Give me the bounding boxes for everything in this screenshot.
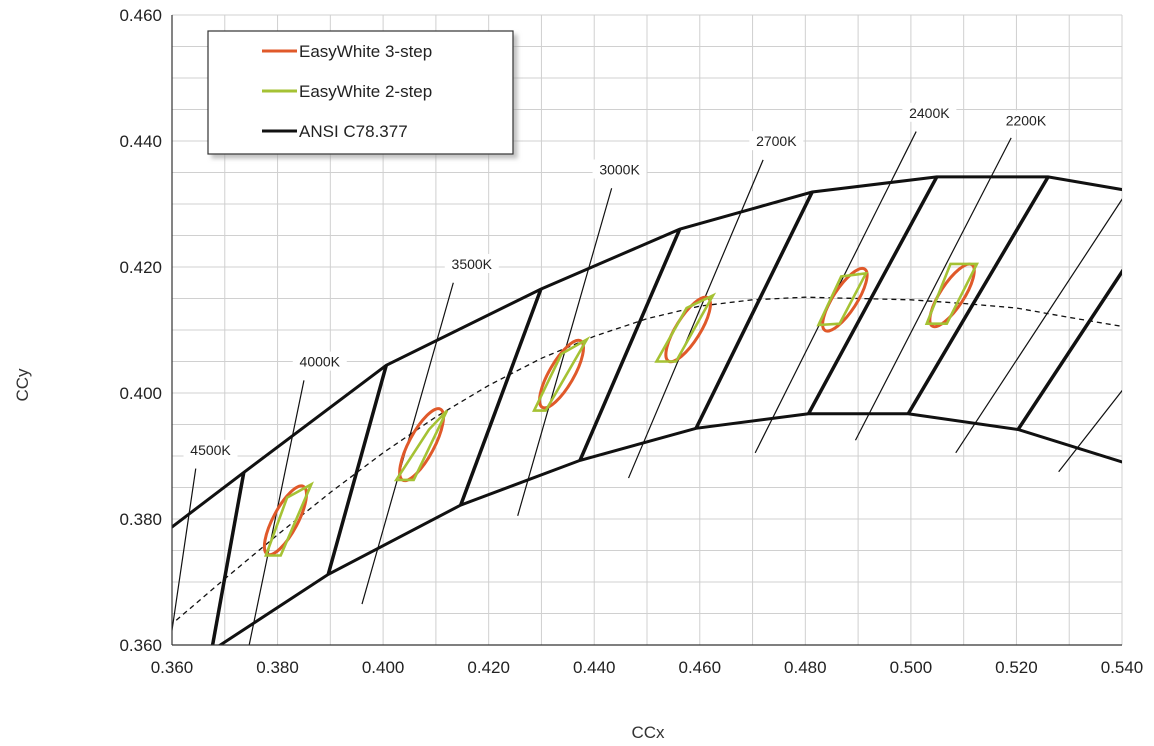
ansi-c78377-quadrangles	[172, 175, 1122, 645]
two-step-quadrangle	[264, 481, 314, 557]
ansi-quadrangle-edge	[806, 176, 939, 415]
x-tick-label: 0.520	[995, 658, 1038, 677]
isotherm-label: 2200K	[1006, 112, 1047, 128]
isotherm-label: 3500K	[452, 256, 493, 272]
ansi-quadrangle-edge	[578, 228, 682, 462]
isotherm-label-bg	[183, 439, 238, 459]
legend-item-2step: EasyWhite 2-step	[262, 82, 432, 101]
ansi-quadrangle-edge	[1016, 268, 1122, 431]
isotherm-labels: 4500K 4000K 3500K 3000K 2700K 2400K 2200K	[183, 102, 1053, 459]
isotherm-label: 3000K	[599, 162, 640, 178]
two-step-quadrangle	[654, 292, 717, 363]
isotherm-label-bg	[292, 351, 347, 371]
y-tick-label: 0.440	[119, 132, 162, 151]
y-axis-label: CCy	[13, 368, 32, 402]
x-tick-label: 0.360	[151, 658, 194, 677]
two-step-quadrangle	[924, 262, 980, 326]
planckian-locus	[172, 296, 1122, 625]
isotherm-lines	[172, 131, 1122, 645]
isotherm-line	[172, 468, 197, 635]
legend-label-3step: EasyWhite 3-step	[299, 42, 432, 61]
legend-item-3step: EasyWhite 3-step	[262, 42, 432, 61]
isotherm-line	[627, 159, 764, 479]
isotherm-label: 4500K	[190, 442, 231, 458]
ansi-quadrangle-edge	[459, 288, 543, 506]
x-tick-label: 0.440	[573, 658, 616, 677]
legend: EasyWhite 3-step EasyWhite 2-step ANSI C…	[207, 30, 514, 155]
y-tick-label: 0.400	[119, 384, 162, 403]
isotherm-label-bg	[998, 110, 1053, 130]
isotherm-label: 2700K	[756, 133, 797, 149]
ansi-quadrangle-edge	[326, 364, 388, 575]
x-tick-label: 0.460	[679, 658, 722, 677]
three-step-ellipse	[821, 266, 869, 333]
three-step-ellipse	[538, 338, 585, 410]
x-tick-label: 0.480	[784, 658, 827, 677]
three-step-ellipses	[262, 262, 976, 557]
two-step-quadrangles	[264, 262, 980, 557]
two-step-quadrangle	[816, 271, 869, 327]
y-tick-label: 0.460	[119, 6, 162, 25]
ansi-lower-boundary	[217, 412, 1122, 645]
legend-item-ansi: ANSI C78.377	[262, 122, 408, 141]
isotherm-label-bg	[902, 102, 957, 122]
x-tick-label: 0.540	[1101, 658, 1144, 677]
x-tick-label: 0.500	[890, 658, 933, 677]
isotherm-line	[854, 137, 1012, 441]
isotherm-label: 4000K	[300, 354, 341, 370]
axes	[171, 15, 1122, 646]
legend-label-ansi: ANSI C78.377	[299, 122, 408, 141]
planckian-locus-line	[172, 296, 1122, 625]
x-tick-label: 0.380	[256, 658, 299, 677]
three-step-ellipse	[262, 484, 308, 557]
legend-box	[207, 30, 514, 155]
legend-label-2step: EasyWhite 2-step	[299, 82, 432, 101]
ansi-quadrangle-edge	[210, 472, 246, 645]
isotherm-label-bg	[592, 159, 647, 179]
x-tick-label: 0.400	[362, 658, 405, 677]
isotherm-line	[955, 198, 1122, 454]
y-tick-labels: 0.360 0.380 0.400 0.420 0.440 0.460	[119, 6, 162, 655]
y-tick-label: 0.360	[119, 636, 162, 655]
isotherm-label-bg	[444, 254, 499, 273]
x-axis-label: CCx	[631, 723, 665, 742]
isotherm-label-bg	[749, 131, 804, 151]
two-step-quadrangle	[393, 409, 449, 482]
isotherm-line	[1058, 389, 1122, 473]
two-step-quadrangle	[532, 335, 591, 412]
y-tick-label: 0.380	[119, 510, 162, 529]
isotherm-label: 2400K	[909, 105, 950, 121]
y-tick-label: 0.420	[119, 258, 162, 277]
x-tick-labels: 0.360 0.380 0.400 0.420 0.440 0.460 0.480 0.500…	[151, 658, 1144, 677]
ansi-quadrangle-edge	[906, 176, 1050, 415]
ansi-quadrangle-edge	[694, 191, 814, 430]
x-tick-label: 0.420	[467, 658, 510, 677]
